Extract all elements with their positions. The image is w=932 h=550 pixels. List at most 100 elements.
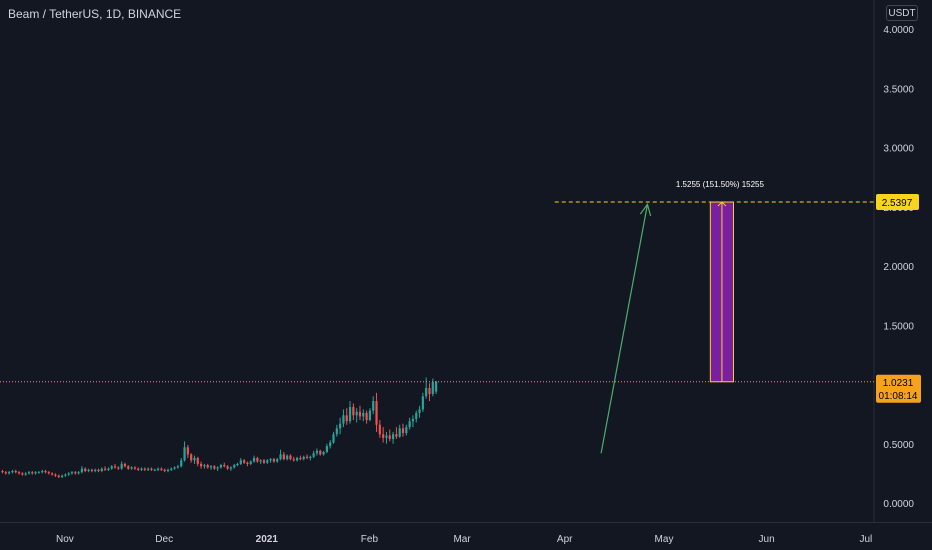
candle-body: [8, 472, 11, 474]
candle-body: [51, 473, 54, 475]
candle-body: [309, 456, 312, 458]
candle-body: [170, 468, 173, 470]
current-price-tag: [876, 374, 921, 403]
chart-title: Beam / TetherUS, 1D, BINANCE: [8, 7, 182, 21]
candle-body: [193, 457, 196, 461]
current-price-text: 1.0231: [883, 378, 914, 389]
candle-body: [279, 454, 282, 460]
time-axis[interactable]: Nov Dec 2021 Feb Mar Apr May Jun Jul: [56, 534, 872, 545]
candle-body: [292, 459, 295, 461]
candle-body: [332, 434, 335, 443]
candle-body: [388, 435, 391, 440]
candle-body: [266, 460, 269, 463]
price-axis[interactable]: 4.00003.50003.00002.50002.00001.50001.00…: [883, 25, 914, 510]
candle-body: [44, 471, 47, 473]
candle-body: [1, 471, 4, 473]
candle-body: [411, 418, 415, 422]
drawings-layer[interactable]: 1.5255 (151.50%) 15255: [0, 180, 874, 454]
candle-body: [180, 460, 183, 467]
candle-body: [94, 469, 97, 472]
candle-body: [200, 463, 203, 467]
candle-body: [160, 468, 163, 470]
candle-body: [196, 457, 199, 464]
candle-body: [348, 407, 352, 422]
candle-body: [286, 455, 289, 460]
candle-body: [431, 382, 434, 394]
candle-body: [186, 447, 189, 455]
y-tick-label: 4.0000: [883, 25, 914, 36]
y-tick-label: 3.5000: [883, 84, 914, 95]
candle-body: [100, 468, 103, 472]
candle-body: [176, 466, 180, 468]
candle-body: [256, 457, 259, 462]
y-tick-label: 0.0000: [883, 499, 914, 510]
candle-series: [1, 377, 438, 479]
candle-body: [223, 465, 226, 467]
candle-body: [269, 459, 272, 461]
y-tick-label: 3.0000: [883, 144, 914, 155]
candle-body: [345, 415, 348, 422]
candle-body: [84, 468, 87, 472]
candle-body: [183, 447, 186, 461]
candle-body: [372, 401, 375, 411]
candle-body: [64, 474, 67, 476]
x-tick-label: Feb: [361, 534, 379, 545]
candle-body: [87, 469, 90, 472]
candle-body: [249, 461, 252, 464]
candle-body: [150, 468, 153, 470]
candle-body: [173, 467, 176, 469]
candle-body: [391, 434, 395, 440]
candle-body: [77, 472, 80, 474]
candle-body: [166, 469, 170, 472]
candle-body: [305, 456, 309, 458]
candle-body: [24, 473, 27, 475]
candle-body: [365, 412, 368, 421]
candle-body: [276, 459, 279, 462]
candle-body: [153, 469, 156, 471]
candle-body: [335, 428, 338, 435]
candle-body: [137, 468, 140, 470]
candle-body: [110, 466, 113, 469]
candle-body: [315, 450, 319, 454]
candle-body: [113, 466, 117, 468]
candle-body: [421, 396, 424, 410]
candle-body: [236, 463, 239, 466]
candle-body: [401, 428, 405, 434]
candle-body: [4, 472, 7, 474]
candle-body: [21, 473, 24, 475]
candle-body: [216, 467, 219, 469]
candle-body: [226, 466, 229, 469]
candle-body: [362, 412, 365, 417]
candle-body: [123, 463, 127, 467]
candle-body: [41, 471, 44, 473]
y-tick-label: 0.5000: [883, 440, 914, 451]
candle-body: [209, 466, 213, 468]
candle-body: [378, 424, 381, 435]
candle-body: [47, 472, 50, 474]
candle-body: [97, 469, 100, 472]
candle-body: [243, 460, 246, 463]
measure-label: 1.5255 (151.50%) 15255: [676, 180, 765, 189]
arrow-head: [639, 203, 652, 217]
candle-body: [156, 468, 160, 470]
candle-body: [163, 469, 166, 472]
candle-body: [34, 472, 37, 474]
candle-body: [289, 455, 292, 460]
candle-body: [60, 475, 64, 477]
candle-body: [319, 450, 322, 455]
candle-body: [358, 411, 362, 417]
candle-body: [385, 435, 388, 438]
candle-body: [282, 454, 285, 460]
x-tick-label: May: [655, 534, 674, 545]
x-tick-label: Dec: [155, 534, 173, 545]
measure-arrowhead: [717, 201, 727, 207]
candle-body: [425, 388, 428, 397]
candle-body: [233, 465, 236, 468]
candle-body: [14, 471, 17, 473]
candle-body: [57, 475, 60, 477]
candle-body: [17, 472, 21, 474]
candle-body: [27, 472, 31, 474]
candle-body: [435, 381, 438, 392]
currency-button[interactable]: USDT: [886, 5, 918, 21]
